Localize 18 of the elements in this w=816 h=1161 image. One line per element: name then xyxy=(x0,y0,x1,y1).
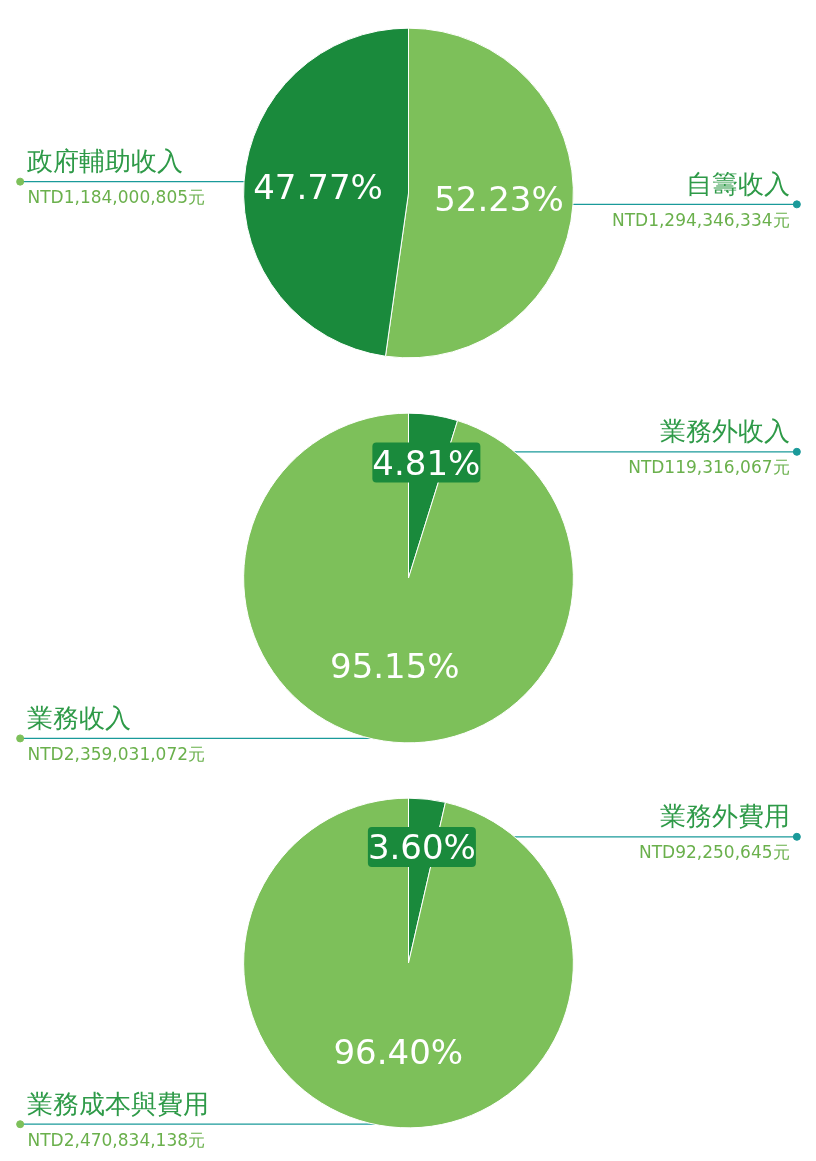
text: NTD2,359,031,072元 xyxy=(27,743,206,764)
data-label: 52.23% xyxy=(434,179,564,220)
text: NTD1,184,000,805元 xyxy=(27,187,206,208)
slice-label: 政府輔助收入 xyxy=(27,146,184,177)
data-label: 96.40% xyxy=(333,1031,464,1072)
text: NTD92,250,645元 xyxy=(638,842,790,863)
text: NTD119,316,067元 xyxy=(628,457,790,478)
slice-label: 業務成本與費用 xyxy=(27,1088,210,1119)
slice-label: 業務外收入 xyxy=(659,416,790,447)
slice-label: 業務外費用 xyxy=(659,801,790,832)
text: NTD1,294,346,334元 xyxy=(611,209,790,230)
text: NTD2,470,834,138元 xyxy=(27,1129,206,1150)
data-label: 95.15% xyxy=(330,646,460,687)
data-label: 47.77% xyxy=(253,166,383,207)
slice-label: 業務收入 xyxy=(27,703,132,733)
slice-label: 自籌收入 xyxy=(685,168,790,199)
data-label: 3.60% xyxy=(367,826,476,867)
data-label: 4.81% xyxy=(372,442,481,483)
